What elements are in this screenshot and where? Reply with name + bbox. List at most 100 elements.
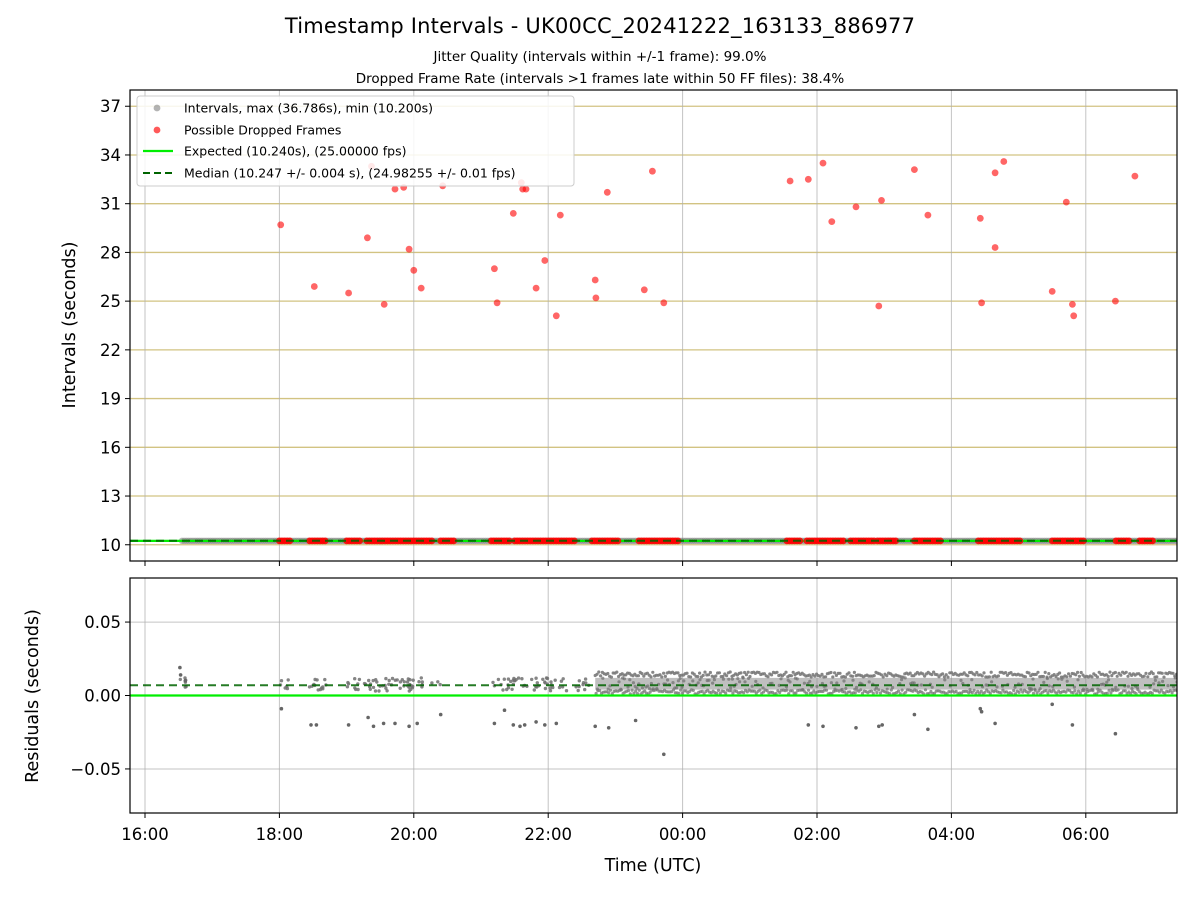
- residual-point: [1161, 679, 1165, 684]
- residual-point: [315, 678, 319, 682]
- residual-point: [357, 677, 362, 682]
- residual-point: [637, 688, 641, 692]
- intervals-y-tick-label: 22: [100, 341, 121, 360]
- residual-point: [1109, 691, 1113, 695]
- residual-point: [400, 678, 404, 682]
- time-x-tick-label: 18:00: [256, 825, 304, 844]
- residual-point: [987, 675, 992, 679]
- dropped-frame-point: [509, 210, 517, 217]
- residual-point: [436, 680, 440, 684]
- residual-point: [646, 684, 650, 688]
- residual-point: [725, 674, 729, 678]
- residual-point: [682, 679, 686, 683]
- residual-point: [995, 685, 999, 689]
- residual-point: [390, 676, 395, 681]
- residual-point: [758, 688, 762, 692]
- dropped-frame-point: [786, 177, 794, 185]
- residual-point: [387, 682, 391, 686]
- residual-outlier-point: [518, 724, 522, 729]
- residual-point: [743, 680, 747, 684]
- residual-outlier-point: [1070, 723, 1075, 727]
- residual-point: [746, 670, 750, 674]
- dropped-frame-point: [1112, 297, 1119, 305]
- residual-point: [966, 674, 970, 678]
- dropped-frame-point: [532, 284, 540, 292]
- residual-point: [405, 680, 410, 684]
- residual-outlier-point: [381, 721, 386, 726]
- residual-point: [367, 678, 371, 683]
- residual-point: [496, 677, 501, 682]
- residual-point: [968, 688, 972, 692]
- residual-point: [1074, 673, 1078, 677]
- residual-point: [728, 670, 732, 674]
- residual-point: [1146, 675, 1150, 679]
- residual-point: [923, 674, 927, 678]
- time-x-tick-label: 16:00: [121, 825, 169, 844]
- residual-point: [707, 673, 711, 677]
- residual-outlier-point: [309, 723, 313, 727]
- dropped-frame-point: [364, 234, 371, 242]
- residual-point: [1160, 671, 1164, 675]
- residual-point: [878, 691, 883, 695]
- residual-point: [775, 670, 779, 674]
- intervals-data: [130, 158, 1177, 545]
- residual-point: [912, 681, 916, 685]
- dropped-frame-point: [1000, 158, 1008, 165]
- time-x-tick-label: 22:00: [524, 825, 572, 844]
- residual-outlier-point: [1113, 731, 1118, 736]
- residual-point: [741, 676, 745, 680]
- residual-point: [1068, 674, 1072, 678]
- residual-point: [1144, 671, 1148, 676]
- residual-point: [1056, 677, 1060, 681]
- residual-point: [411, 684, 415, 689]
- residual-point: [718, 691, 722, 696]
- residual-point: [1173, 676, 1177, 680]
- residual-point: [748, 674, 752, 679]
- residual-point: [779, 677, 783, 681]
- residual-point: [509, 679, 513, 684]
- dropped-frame-point: [591, 276, 599, 284]
- dropped-frame-point: [819, 159, 827, 167]
- residual-point: [648, 690, 652, 694]
- legend-marker-dropped: [153, 126, 161, 134]
- residual-point: [829, 670, 833, 675]
- dropped-frame-point: [828, 218, 836, 226]
- dropped-frame-point: [978, 299, 985, 307]
- residual-point: [831, 675, 835, 679]
- intervals-y-tick-label: 13: [100, 487, 121, 506]
- residual-point: [900, 678, 904, 682]
- residual-point: [506, 677, 511, 681]
- residual-point: [943, 678, 947, 682]
- residual-point: [919, 683, 924, 687]
- dropped-frame-point: [911, 166, 918, 174]
- residual-point: [1045, 676, 1049, 681]
- dropped-frame-point: [991, 244, 999, 251]
- residual-point: [553, 678, 557, 682]
- residual-point: [802, 681, 807, 685]
- residual-point: [990, 680, 994, 684]
- residual-outlier-point: [877, 724, 881, 729]
- residual-point: [368, 687, 372, 691]
- residual-outlier-point: [438, 712, 443, 717]
- residual-point: [622, 677, 627, 681]
- residual-point: [954, 689, 958, 694]
- residual-point: [847, 671, 851, 675]
- intervals-y-tick-label: 28: [100, 243, 121, 262]
- residual-point: [830, 691, 834, 696]
- residual-point: [762, 672, 767, 676]
- dropped-frame-point: [1125, 537, 1133, 545]
- residual-point: [685, 671, 689, 675]
- residual-point: [970, 678, 974, 682]
- dropped-frame-point: [345, 289, 352, 297]
- jitter-quality-subtitle: Jitter Quality (intervals within +/-1 fr…: [433, 49, 767, 65]
- residual-point: [1107, 688, 1111, 692]
- residual-point: [501, 688, 505, 692]
- residual-point: [1095, 675, 1099, 679]
- residual-point: [851, 678, 855, 682]
- residual-point: [698, 671, 702, 675]
- residual-point: [1047, 672, 1051, 676]
- residual-point: [1123, 689, 1127, 693]
- residual-point: [721, 677, 726, 681]
- residual-outlier-point: [880, 723, 884, 727]
- dropped-frame-point: [1062, 198, 1070, 206]
